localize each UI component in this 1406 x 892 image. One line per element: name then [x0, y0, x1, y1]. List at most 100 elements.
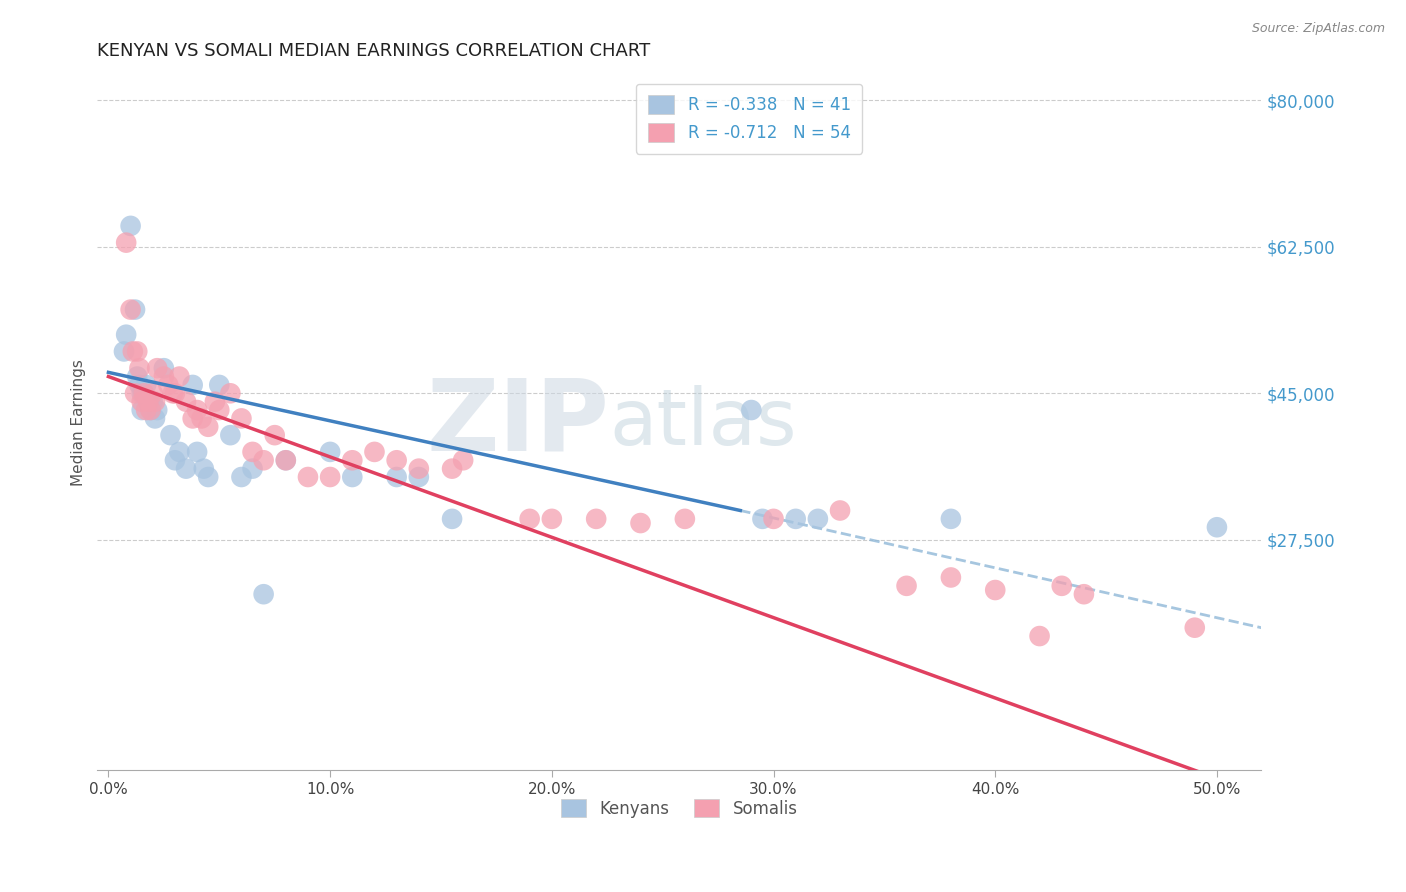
- Point: [132, 386, 155, 401]
- Text: atlas: atlas: [609, 384, 797, 460]
- Point: [162, 386, 184, 401]
- Point: [939, 570, 962, 584]
- Point: [939, 512, 962, 526]
- Point: [274, 453, 297, 467]
- Point: [1184, 621, 1206, 635]
- Point: [342, 453, 364, 467]
- Point: [319, 470, 342, 484]
- Point: [142, 394, 165, 409]
- Point: [124, 302, 146, 317]
- Point: [163, 386, 186, 401]
- Point: [441, 512, 464, 526]
- Point: [208, 378, 231, 392]
- Point: [785, 512, 807, 526]
- Point: [408, 461, 430, 475]
- Text: KENYAN VS SOMALI MEDIAN EARNINGS CORRELATION CHART: KENYAN VS SOMALI MEDIAN EARNINGS CORRELA…: [97, 42, 651, 60]
- Point: [131, 386, 153, 401]
- Point: [143, 411, 166, 425]
- Point: [115, 235, 138, 250]
- Text: Source: ZipAtlas.com: Source: ZipAtlas.com: [1251, 22, 1385, 36]
- Point: [253, 587, 276, 601]
- Point: [385, 470, 408, 484]
- Point: [174, 394, 197, 409]
- Point: [408, 470, 430, 484]
- Point: [128, 361, 150, 376]
- Point: [139, 403, 162, 417]
- Point: [115, 327, 138, 342]
- Point: [441, 461, 464, 475]
- Point: [127, 344, 149, 359]
- Point: [131, 403, 153, 417]
- Point: [1073, 587, 1095, 601]
- Point: [208, 403, 231, 417]
- Point: [112, 344, 135, 359]
- Point: [157, 378, 180, 392]
- Point: [186, 403, 208, 417]
- Point: [163, 453, 186, 467]
- Point: [896, 579, 918, 593]
- Point: [169, 445, 191, 459]
- Point: [540, 512, 562, 526]
- Point: [263, 428, 285, 442]
- Point: [138, 394, 160, 409]
- Point: [1206, 520, 1229, 534]
- Point: [181, 378, 204, 392]
- Point: [138, 394, 160, 409]
- Point: [385, 453, 408, 467]
- Point: [297, 470, 319, 484]
- Point: [585, 512, 607, 526]
- Point: [159, 428, 181, 442]
- Point: [135, 403, 157, 417]
- Point: [146, 361, 169, 376]
- Point: [174, 461, 197, 475]
- Y-axis label: Median Earnings: Median Earnings: [72, 359, 86, 486]
- Point: [242, 461, 264, 475]
- Point: [242, 445, 264, 459]
- Point: [319, 445, 342, 459]
- Point: [135, 378, 157, 392]
- Point: [197, 470, 219, 484]
- Point: [807, 512, 830, 526]
- Point: [253, 453, 276, 467]
- Point: [127, 369, 149, 384]
- Point: [197, 419, 219, 434]
- Point: [751, 512, 773, 526]
- Point: [630, 516, 652, 530]
- Point: [190, 411, 212, 425]
- Point: [181, 411, 204, 425]
- Point: [363, 445, 385, 459]
- Point: [146, 403, 169, 417]
- Point: [193, 461, 215, 475]
- Point: [519, 512, 541, 526]
- Point: [204, 394, 226, 409]
- Point: [219, 386, 242, 401]
- Point: [451, 453, 474, 467]
- Point: [153, 369, 176, 384]
- Point: [231, 411, 253, 425]
- Point: [219, 428, 242, 442]
- Point: [762, 512, 785, 526]
- Point: [186, 445, 208, 459]
- Point: [153, 361, 176, 376]
- Point: [828, 503, 851, 517]
- Point: [121, 344, 143, 359]
- Point: [169, 369, 191, 384]
- Point: [1028, 629, 1050, 643]
- Point: [673, 512, 696, 526]
- Point: [274, 453, 297, 467]
- Point: [128, 378, 150, 392]
- Point: [131, 394, 153, 409]
- Point: [120, 302, 142, 317]
- Point: [139, 403, 162, 417]
- Point: [124, 386, 146, 401]
- Point: [120, 219, 142, 233]
- Point: [231, 470, 253, 484]
- Point: [342, 470, 364, 484]
- Point: [984, 582, 1007, 597]
- Point: [132, 386, 155, 401]
- Legend: Kenyans, Somalis: Kenyans, Somalis: [554, 792, 804, 824]
- Point: [142, 386, 165, 401]
- Point: [1050, 579, 1073, 593]
- Point: [143, 394, 166, 409]
- Point: [740, 403, 762, 417]
